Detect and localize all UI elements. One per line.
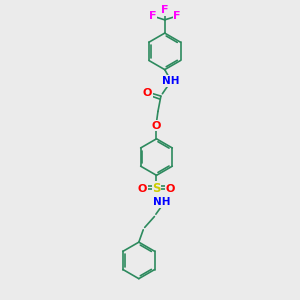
Text: F: F	[161, 5, 169, 15]
Text: F: F	[173, 11, 181, 21]
Text: O: O	[143, 88, 152, 98]
Text: O: O	[138, 184, 147, 194]
Text: NH: NH	[153, 197, 170, 207]
Text: O: O	[166, 184, 175, 194]
Text: O: O	[152, 121, 161, 130]
Text: F: F	[148, 11, 156, 21]
Text: S: S	[152, 182, 161, 195]
Text: NH: NH	[163, 76, 180, 86]
